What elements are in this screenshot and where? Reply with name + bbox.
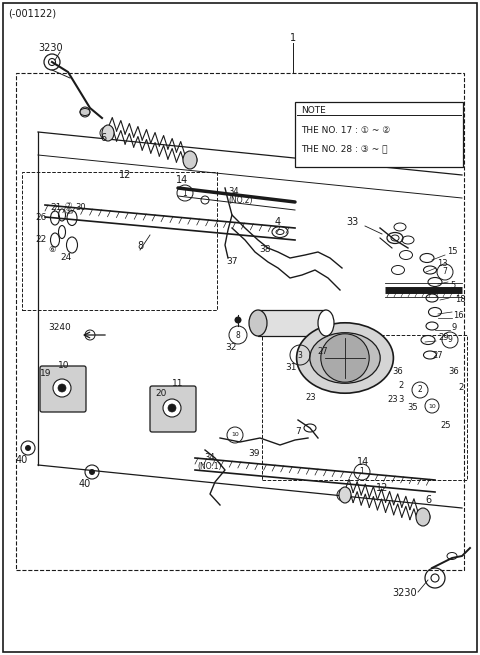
Text: (-001122): (-001122) (8, 9, 56, 19)
FancyBboxPatch shape (150, 386, 196, 432)
Text: 8: 8 (137, 241, 143, 251)
Text: 27: 27 (432, 350, 443, 360)
Text: 23: 23 (387, 396, 398, 405)
Text: THE NO. 28 : ③ ~ ⑭: THE NO. 28 : ③ ~ ⑭ (301, 144, 387, 153)
Text: 13: 13 (437, 259, 448, 269)
Text: 1: 1 (360, 468, 364, 476)
Circle shape (89, 469, 95, 475)
Bar (295, 102, 463, 167)
Text: 6: 6 (425, 495, 431, 505)
Text: 26: 26 (35, 214, 47, 223)
Text: 10: 10 (58, 360, 70, 369)
Text: 23: 23 (305, 394, 316, 403)
FancyBboxPatch shape (40, 366, 86, 412)
Text: 11: 11 (172, 379, 183, 388)
Text: (NO.1): (NO.1) (198, 462, 222, 472)
Text: 34: 34 (228, 187, 239, 196)
Ellipse shape (183, 151, 197, 169)
Text: 33: 33 (346, 217, 358, 227)
Text: 22: 22 (35, 236, 46, 244)
Text: 3240: 3240 (48, 324, 71, 333)
Bar (16, 73, 464, 570)
Text: 19: 19 (40, 369, 51, 377)
Text: THE NO. 17 : ① ~ ②: THE NO. 17 : ① ~ ② (301, 126, 390, 135)
Text: 35: 35 (408, 403, 418, 413)
Text: 30: 30 (75, 204, 85, 212)
Text: 32: 32 (225, 343, 236, 352)
Text: 4: 4 (275, 217, 281, 227)
Text: 14: 14 (357, 457, 369, 467)
Text: 18: 18 (455, 295, 466, 305)
Text: 9: 9 (451, 324, 456, 333)
Bar (258, 310, 326, 336)
Text: 34: 34 (204, 453, 216, 462)
Text: 1: 1 (290, 33, 296, 43)
Ellipse shape (318, 310, 334, 336)
Text: 12: 12 (119, 170, 131, 180)
Circle shape (321, 334, 369, 383)
Text: 1: 1 (182, 189, 187, 198)
Text: ⑤: ⑤ (64, 208, 72, 217)
Text: 16: 16 (453, 310, 464, 320)
Text: 40: 40 (16, 455, 28, 465)
Text: 38: 38 (259, 246, 271, 255)
Text: 3: 3 (398, 396, 403, 405)
Circle shape (163, 399, 181, 417)
Text: 29: 29 (438, 333, 448, 343)
Text: (NO.2): (NO.2) (228, 195, 252, 204)
Text: 36: 36 (448, 367, 459, 377)
Bar (262, 335, 467, 480)
Circle shape (53, 379, 71, 397)
Text: 5: 5 (450, 280, 455, 290)
Ellipse shape (416, 508, 430, 526)
Text: 3: 3 (298, 350, 302, 360)
Text: 40: 40 (79, 479, 91, 489)
Text: ⑦: ⑦ (64, 200, 72, 210)
Text: 36: 36 (392, 367, 403, 377)
Text: 7: 7 (295, 428, 301, 436)
Text: 24: 24 (60, 253, 71, 263)
Text: 15: 15 (447, 248, 457, 257)
Text: 2: 2 (418, 386, 422, 394)
Ellipse shape (102, 125, 114, 141)
Text: 3230: 3230 (392, 588, 417, 598)
Circle shape (168, 404, 176, 412)
Text: 6: 6 (100, 133, 106, 143)
Text: 2: 2 (398, 381, 403, 390)
Text: 20: 20 (155, 388, 167, 398)
Circle shape (58, 384, 66, 392)
Text: 2: 2 (458, 383, 463, 392)
Text: 25: 25 (440, 421, 451, 430)
Text: 21: 21 (50, 204, 61, 212)
Ellipse shape (249, 310, 267, 336)
Text: 8: 8 (236, 331, 240, 339)
Text: 39: 39 (248, 449, 260, 457)
Circle shape (80, 107, 90, 117)
Ellipse shape (297, 323, 394, 393)
Text: ⑥: ⑥ (48, 246, 56, 255)
Text: 14: 14 (176, 175, 188, 185)
Circle shape (235, 316, 241, 324)
Text: 10: 10 (428, 403, 436, 409)
Text: 37: 37 (226, 257, 238, 267)
Text: 7: 7 (443, 267, 447, 276)
Text: 3230: 3230 (38, 43, 62, 53)
Text: 9: 9 (447, 335, 453, 345)
Text: 27: 27 (317, 348, 328, 356)
Text: 12: 12 (376, 483, 388, 493)
Ellipse shape (339, 487, 351, 503)
Ellipse shape (310, 333, 380, 383)
Text: 31: 31 (285, 364, 297, 373)
Text: NOTE: NOTE (301, 106, 326, 115)
Circle shape (25, 445, 31, 451)
Bar (22, 172, 217, 310)
Text: 10: 10 (231, 432, 239, 438)
